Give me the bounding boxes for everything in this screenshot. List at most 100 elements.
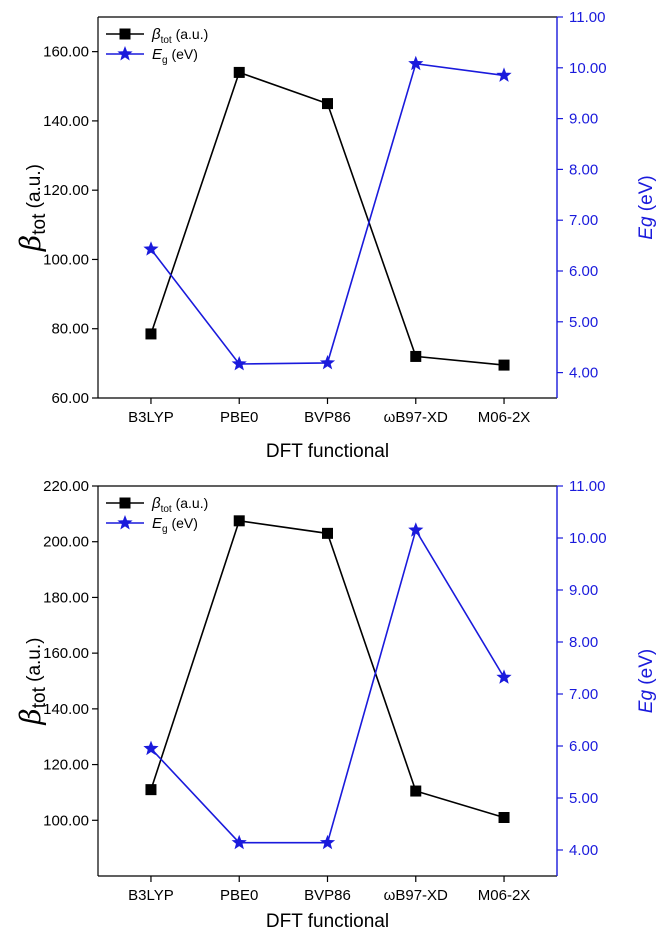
- star-marker: [231, 356, 247, 371]
- right-tick-label: 6.00: [569, 738, 598, 755]
- legend-sub: g: [162, 524, 168, 535]
- x-tick-label: B3LYP: [128, 409, 174, 426]
- right-axis-title-symbol: Eg: [636, 216, 657, 240]
- star-marker: [408, 55, 424, 71]
- x-tick-label: PBE0: [220, 887, 258, 904]
- square-marker: [233, 66, 245, 78]
- legend-square-marker: [119, 28, 131, 40]
- x-tick-label: PBE0: [220, 409, 258, 426]
- left-tick-label: 140.00: [43, 701, 89, 718]
- square-marker: [233, 515, 245, 527]
- legend-unit: (eV): [168, 515, 198, 531]
- left-axis-title-symbol: β: [14, 708, 47, 725]
- legend-label-2: Eg (eV): [152, 515, 198, 535]
- left-tick-label: 80.00: [51, 321, 89, 338]
- x-axis-title: DFT functional: [266, 441, 389, 462]
- left-axis-title-symbol: β: [14, 235, 47, 252]
- right-tick-label: 9.00: [569, 111, 598, 128]
- left-axis-title: βtot (a.u.): [14, 638, 50, 726]
- legend-symbol: E: [152, 46, 163, 63]
- left-tick-label: 200.00: [43, 534, 89, 551]
- legend-label-2: Eg (eV): [152, 46, 198, 66]
- x-tick-label: M06-2X: [478, 887, 531, 904]
- legend: βtot (a.u.)Eg (eV): [106, 495, 208, 535]
- series-line-1: [150, 71, 505, 366]
- chart-1: 60.00 80.00 100.00 120.00 140.00 160.00 4.00 5.…: [14, 9, 657, 462]
- right-tick-label: 4.00: [569, 365, 598, 382]
- right-tick-label: 5.00: [569, 790, 598, 807]
- x-tick-label: B3LYP: [128, 887, 174, 904]
- legend-square-marker: [119, 497, 131, 509]
- left-axis-title-sub: tot: [29, 213, 50, 235]
- legend-symbol: β: [151, 495, 161, 512]
- left-axis-title: βtot (a.u.): [14, 164, 50, 252]
- square-marker: [410, 785, 422, 797]
- left-tick-label: 120.00: [43, 182, 89, 199]
- right-tick-label: 8.00: [569, 161, 598, 178]
- square-marker: [498, 359, 510, 371]
- right-tick-label: 10.00: [569, 60, 607, 77]
- left-axis-title-unit: (a.u.): [24, 164, 45, 214]
- square-marker: [322, 98, 333, 110]
- right-tick-label: 7.00: [569, 212, 598, 229]
- legend-star-marker: [117, 515, 133, 530]
- left-tick-label: 220.00: [43, 478, 89, 495]
- legend-sub: g: [162, 55, 168, 66]
- star-marker: [143, 241, 159, 256]
- right-tick-label: 8.00: [569, 634, 598, 651]
- square-marker: [410, 350, 422, 362]
- square-marker: [145, 784, 157, 796]
- legend-symbol: β: [151, 26, 161, 43]
- square-marker: [322, 527, 333, 539]
- right-tick-label: 7.00: [569, 686, 598, 703]
- right-axis-title: Eg (eV): [636, 175, 657, 239]
- series-line-1: [150, 519, 505, 819]
- right-axis-title-unit: (eV): [636, 175, 657, 216]
- x-tick-label: M06-2X: [478, 409, 531, 426]
- x-tick-label: ωB97-XD: [384, 409, 448, 426]
- star-marker: [496, 669, 512, 684]
- right-axis-title: Eg (eV): [636, 649, 657, 713]
- left-tick-label: 160.00: [43, 44, 89, 61]
- right-tick-label: 11.00: [569, 9, 605, 26]
- star-marker: [408, 522, 424, 537]
- legend-unit: (eV): [168, 46, 198, 62]
- legend-sub: tot: [161, 504, 172, 515]
- legend-symbol: E: [152, 515, 163, 532]
- right-axis-title-symbol: Eg: [636, 690, 657, 714]
- star-marker: [496, 67, 512, 82]
- square-marker: [145, 328, 157, 340]
- x-axis-title: DFT functional: [266, 911, 389, 932]
- legend-unit: (a.u.): [172, 26, 209, 42]
- legend: βtot (a.u.)Eg (eV): [106, 26, 208, 66]
- x-tick-label: BVP86: [304, 409, 351, 426]
- right-tick-label: 10.00: [569, 530, 607, 547]
- series-line-2: [150, 528, 505, 844]
- left-tick-label: 180.00: [43, 589, 89, 606]
- left-axis-title-sub: tot: [29, 686, 50, 708]
- star-marker: [319, 354, 336, 370]
- left-tick-label: 60.00: [51, 390, 89, 407]
- right-tick-label: 4.00: [569, 842, 598, 859]
- right-tick-label: 5.00: [569, 314, 598, 331]
- left-tick-label: 100.00: [43, 812, 89, 829]
- legend-label-1: βtot (a.u.): [151, 495, 208, 515]
- right-tick-label: 9.00: [569, 582, 598, 599]
- right-axis-title-unit: (eV): [636, 649, 657, 690]
- right-tick-label: 11.00: [569, 478, 605, 495]
- left-tick-label: 140.00: [43, 113, 89, 130]
- legend-sub: tot: [161, 35, 172, 46]
- left-axis-title-unit: (a.u.): [24, 638, 45, 688]
- legend-label-1: βtot (a.u.): [151, 26, 208, 46]
- square-marker: [498, 812, 510, 823]
- star-marker: [231, 834, 247, 850]
- left-tick-label: 160.00: [43, 645, 89, 662]
- right-tick-label: 6.00: [569, 263, 598, 280]
- star-marker: [319, 834, 336, 850]
- legend-unit: (a.u.): [172, 495, 209, 511]
- left-tick-label: 120.00: [43, 757, 89, 774]
- left-tick-label: 100.00: [43, 251, 89, 268]
- star-marker: [143, 740, 159, 756]
- x-tick-label: ωB97-XD: [384, 887, 448, 904]
